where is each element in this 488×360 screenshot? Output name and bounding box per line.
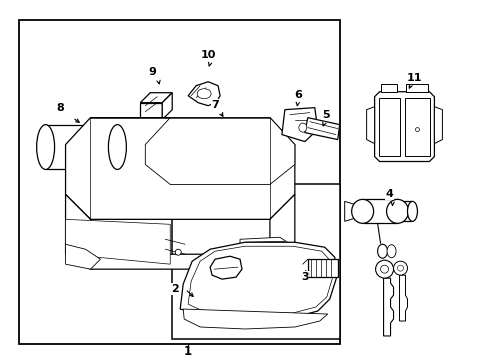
Bar xyxy=(172,184,339,339)
Polygon shape xyxy=(162,93,172,120)
Ellipse shape xyxy=(393,261,407,275)
Polygon shape xyxy=(281,108,317,141)
Ellipse shape xyxy=(175,249,181,255)
Polygon shape xyxy=(404,98,429,156)
Polygon shape xyxy=(188,246,332,315)
Polygon shape xyxy=(374,92,433,162)
Polygon shape xyxy=(433,107,442,144)
Polygon shape xyxy=(140,93,172,103)
Ellipse shape xyxy=(108,125,126,170)
Polygon shape xyxy=(397,201,412,221)
Bar xyxy=(307,259,337,277)
Polygon shape xyxy=(399,275,407,321)
Text: 9: 9 xyxy=(148,67,156,77)
Polygon shape xyxy=(65,118,294,219)
Polygon shape xyxy=(65,254,294,269)
Ellipse shape xyxy=(386,245,395,258)
Text: 6: 6 xyxy=(293,90,301,100)
Bar xyxy=(19,20,339,344)
Ellipse shape xyxy=(375,260,393,278)
Ellipse shape xyxy=(37,125,55,170)
Polygon shape xyxy=(210,256,242,279)
Polygon shape xyxy=(180,242,336,319)
Polygon shape xyxy=(269,194,294,269)
Text: 8: 8 xyxy=(57,103,64,113)
Ellipse shape xyxy=(197,89,211,99)
Polygon shape xyxy=(378,98,399,156)
Text: 1: 1 xyxy=(184,345,192,359)
Polygon shape xyxy=(406,84,427,92)
Ellipse shape xyxy=(386,199,407,223)
Polygon shape xyxy=(188,82,220,106)
Ellipse shape xyxy=(298,123,306,132)
Ellipse shape xyxy=(380,265,388,273)
Ellipse shape xyxy=(415,127,419,132)
Polygon shape xyxy=(383,278,393,336)
Text: 7: 7 xyxy=(211,100,219,110)
Polygon shape xyxy=(145,118,294,184)
Polygon shape xyxy=(344,201,354,221)
Polygon shape xyxy=(366,107,374,144)
Polygon shape xyxy=(65,219,170,264)
Polygon shape xyxy=(183,309,327,329)
Text: 3: 3 xyxy=(301,272,308,282)
Ellipse shape xyxy=(377,244,387,258)
Ellipse shape xyxy=(351,199,373,223)
Text: 10: 10 xyxy=(200,50,215,60)
Polygon shape xyxy=(240,237,294,267)
Ellipse shape xyxy=(407,201,417,221)
Polygon shape xyxy=(65,194,90,269)
Ellipse shape xyxy=(397,265,403,271)
Polygon shape xyxy=(380,84,396,92)
Polygon shape xyxy=(304,118,339,140)
Polygon shape xyxy=(65,244,100,269)
Polygon shape xyxy=(140,103,162,120)
Text: 4: 4 xyxy=(385,189,393,199)
Text: 11: 11 xyxy=(406,73,421,83)
Text: 2: 2 xyxy=(171,284,179,294)
Text: 5: 5 xyxy=(321,110,329,120)
